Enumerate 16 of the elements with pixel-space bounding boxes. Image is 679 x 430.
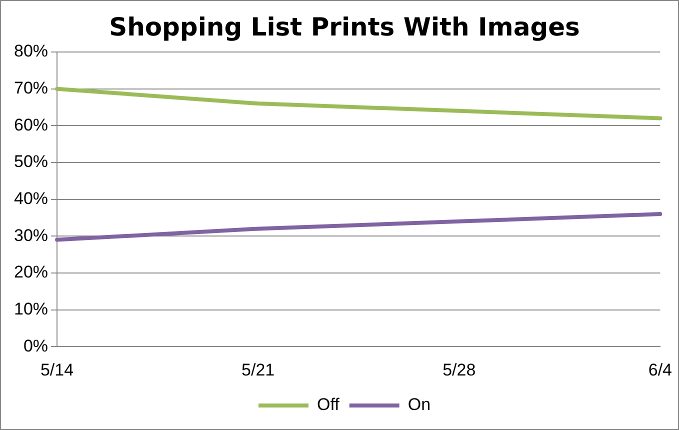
x-tick-label: 5/28 [442, 360, 476, 380]
y-tick-label: 30% [14, 226, 48, 245]
y-tick-label: 20% [14, 262, 48, 282]
y-tick-label: 80% [14, 42, 48, 61]
y-tick-label: 0% [23, 336, 48, 356]
y-tick-label: 50% [14, 152, 48, 172]
y-tick-label: 40% [14, 188, 48, 208]
y-tick-label: 60% [14, 115, 48, 134]
x-tick-label: 5/21 [242, 360, 275, 380]
legend-label: On [408, 395, 431, 414]
chart-title: Shopping List Prints With Images [109, 12, 580, 42]
y-tick-label: 10% [14, 299, 48, 318]
y-tick-label: 70% [14, 78, 48, 98]
x-tick-label: 6/4 [648, 360, 672, 380]
x-tick-label: 5/14 [40, 360, 74, 380]
legend-label: Off [316, 395, 340, 414]
